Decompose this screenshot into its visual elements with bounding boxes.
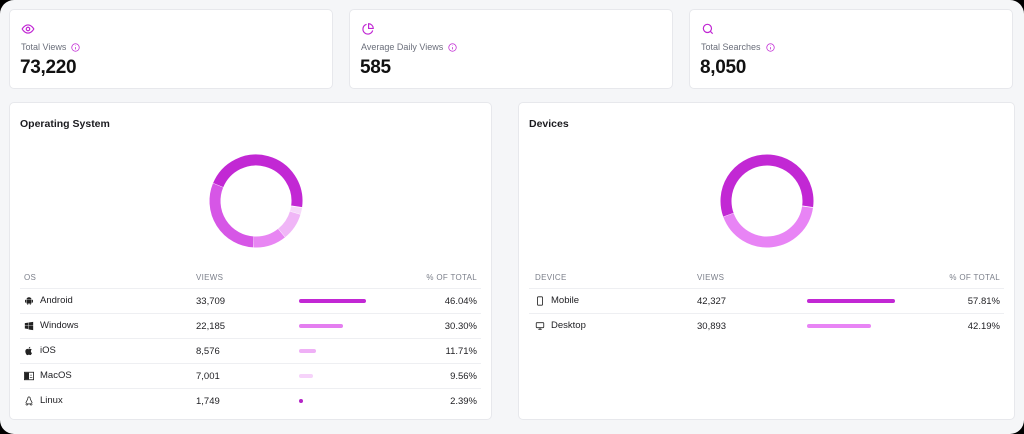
mobile-icon bbox=[535, 295, 545, 306]
table-row[interactable]: iOS 8,576 11.71% bbox=[20, 339, 481, 364]
share-bar bbox=[299, 324, 344, 328]
row-pct: 57.81% bbox=[967, 296, 1000, 307]
devices-table: DEVICE VIEWS % OF TOTAL Mobile 42,327 57.8… bbox=[529, 266, 1004, 338]
table-row[interactable]: Linux 1,749 2.39% bbox=[20, 389, 481, 413]
column-header-views: VIEWS bbox=[697, 273, 725, 282]
device-slice-desktop[interactable] bbox=[723, 205, 814, 248]
stat-card-average-daily-views: Average Daily Views 585 bbox=[349, 9, 673, 89]
row-pct: 46.04% bbox=[444, 296, 477, 307]
row-views: 8,576 bbox=[196, 346, 220, 357]
os-slice-linux[interactable] bbox=[289, 205, 303, 215]
stat-value: 8,050 bbox=[700, 57, 747, 78]
os-table: OS VIEWS % OF TOTAL Android 33,709 46.04% W… bbox=[20, 266, 481, 413]
windows-icon bbox=[24, 321, 34, 331]
row-name-cell: iOS bbox=[24, 345, 56, 356]
share-bar bbox=[299, 299, 367, 303]
table-row[interactable]: Windows 22,185 30.30% bbox=[20, 314, 481, 339]
table-row[interactable]: Android 33,709 46.04% bbox=[20, 289, 481, 314]
column-header-pct: % OF TOTAL bbox=[949, 273, 1000, 282]
eye-icon bbox=[21, 24, 35, 34]
panel-title: Devices bbox=[529, 118, 569, 130]
slice-separator bbox=[802, 205, 814, 208]
row-views: 7,001 bbox=[196, 371, 220, 382]
os-panel: Operating System OS VIEWS % OF TOTAL And… bbox=[9, 102, 492, 420]
table-header: OS VIEWS % OF TOTAL bbox=[20, 266, 481, 289]
stat-label: Total Views bbox=[21, 42, 67, 52]
stat-label: Average Daily Views bbox=[361, 42, 444, 52]
row-name: Linux bbox=[40, 395, 63, 406]
row-pct: 11.71% bbox=[445, 346, 477, 357]
info-icon[interactable] bbox=[71, 42, 80, 52]
info-icon[interactable] bbox=[448, 42, 457, 52]
os-slice-macos[interactable] bbox=[278, 210, 301, 238]
pie-chart-icon bbox=[362, 23, 374, 35]
stat-card-total-searches: Total Searches 8,050 bbox=[689, 9, 1013, 89]
row-name: Desktop bbox=[551, 320, 586, 331]
share-bar bbox=[807, 324, 872, 328]
os-slice-ios[interactable] bbox=[253, 228, 286, 248]
row-name: iOS bbox=[40, 345, 56, 356]
row-name-cell: Mobile bbox=[535, 295, 579, 306]
row-pct: 42.19% bbox=[967, 321, 1000, 332]
share-bar bbox=[299, 349, 317, 353]
os-donut-chart bbox=[209, 154, 303, 248]
row-name-cell: MacOS bbox=[24, 370, 72, 381]
row-views: 22,185 bbox=[196, 321, 226, 332]
device-slice-mobile[interactable] bbox=[720, 154, 814, 217]
row-views: 30,893 bbox=[697, 321, 727, 332]
row-name-cell: Linux bbox=[24, 395, 63, 406]
share-bar bbox=[299, 374, 313, 378]
devices-panel: Devices DEVICE VIEWS % OF TOTAL Mobile 42… bbox=[518, 102, 1015, 420]
stat-value: 585 bbox=[360, 57, 391, 78]
info-icon[interactable] bbox=[765, 42, 775, 52]
slice-separator bbox=[291, 205, 303, 208]
slice-separator bbox=[278, 228, 286, 238]
share-bar bbox=[299, 399, 303, 403]
android-icon bbox=[24, 296, 34, 306]
desktop-icon bbox=[535, 321, 545, 331]
search-icon bbox=[702, 23, 714, 35]
row-pct: 9.56% bbox=[450, 371, 477, 382]
row-name-cell: Android bbox=[24, 295, 73, 306]
row-views: 1,749 bbox=[196, 396, 220, 407]
row-name: MacOS bbox=[40, 370, 72, 381]
column-header-views: VIEWS bbox=[196, 273, 224, 282]
devices-donut-chart bbox=[720, 154, 814, 248]
apple-icon bbox=[24, 346, 34, 356]
table-row[interactable]: Mobile 42,327 57.81% bbox=[529, 289, 1004, 314]
os-slice-windows[interactable] bbox=[209, 183, 255, 248]
row-name-cell: Windows bbox=[24, 320, 79, 331]
panel-title: Operating System bbox=[20, 118, 110, 130]
finder-icon bbox=[24, 371, 34, 381]
os-slice-android[interactable] bbox=[212, 154, 303, 208]
row-views: 33,709 bbox=[196, 296, 226, 307]
row-name: Mobile bbox=[551, 295, 579, 306]
column-header-os: OS bbox=[24, 273, 37, 282]
table-row[interactable]: MacOS 7,001 9.56% bbox=[20, 364, 481, 389]
stat-value: 73,220 bbox=[20, 57, 77, 78]
column-header-device: DEVICE bbox=[535, 273, 567, 282]
share-bar bbox=[807, 299, 895, 303]
row-name: Android bbox=[40, 295, 73, 306]
stat-label: Total Searches bbox=[701, 42, 761, 52]
table-row[interactable]: Desktop 30,893 42.19% bbox=[529, 314, 1004, 338]
row-name: Windows bbox=[40, 320, 79, 331]
row-pct: 2.39% bbox=[450, 396, 477, 407]
stat-card-total-views: Total Views 73,220 bbox=[9, 9, 333, 89]
linux-icon bbox=[24, 395, 34, 406]
row-pct: 30.30% bbox=[444, 321, 477, 332]
column-header-pct: % OF TOTAL bbox=[426, 273, 477, 282]
row-views: 42,327 bbox=[697, 296, 727, 307]
table-header: DEVICE VIEWS % OF TOTAL bbox=[529, 266, 1004, 289]
row-name-cell: Desktop bbox=[535, 320, 586, 331]
